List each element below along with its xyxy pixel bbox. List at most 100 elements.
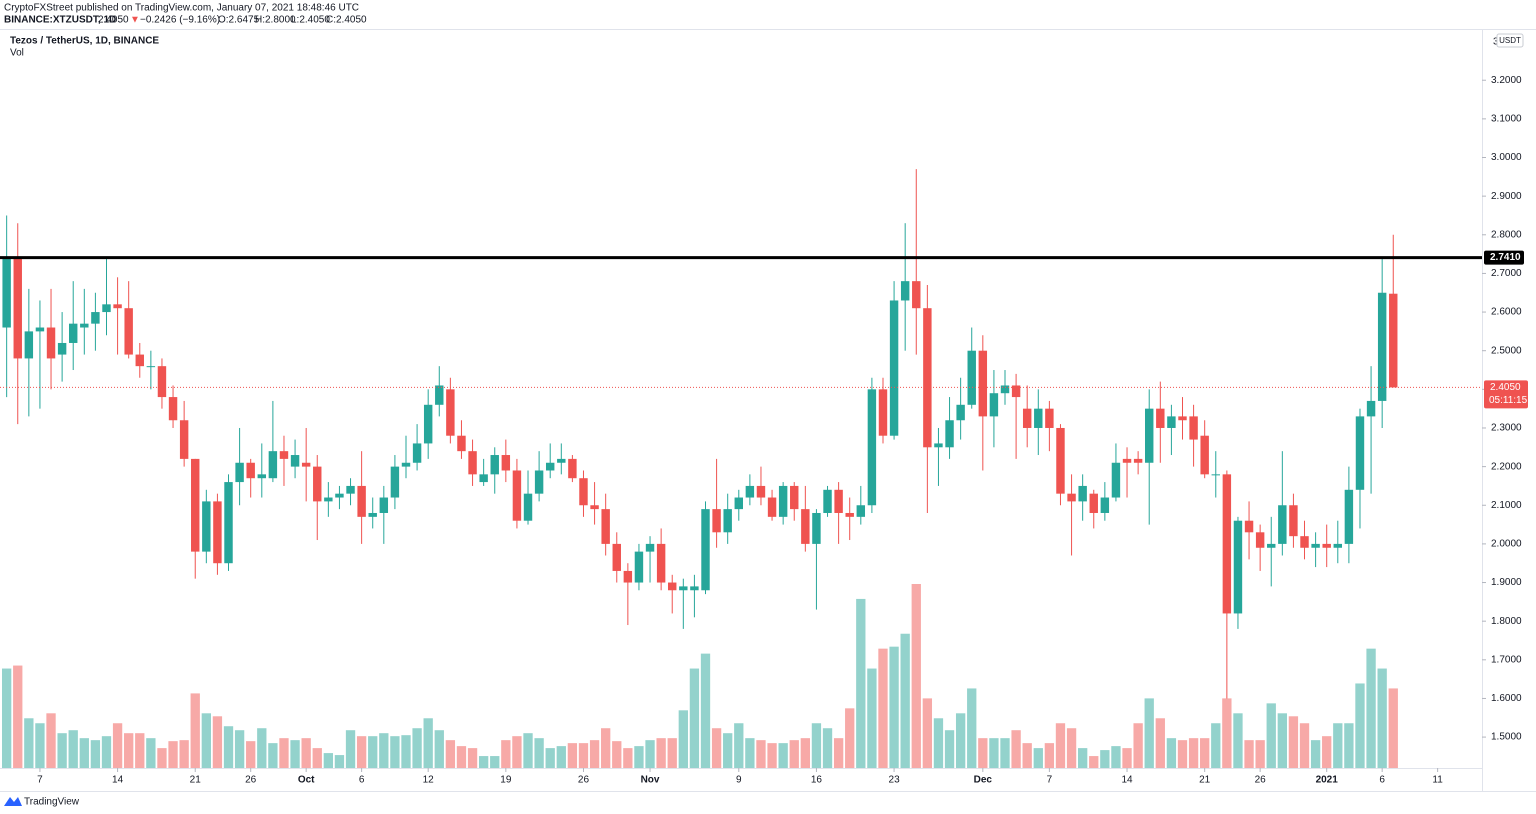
candle-body (124, 308, 133, 355)
candle-body (512, 470, 522, 521)
candle-body (1067, 493, 1076, 502)
candle-body (457, 435, 466, 452)
x-tick-label: 26 (578, 775, 590, 786)
arrow: ▼ (130, 15, 140, 26)
volume-bar (612, 741, 622, 768)
candle-body (523, 493, 533, 521)
volume-bar (1077, 748, 1088, 768)
volume-bar (246, 741, 256, 768)
volume-bar (578, 743, 589, 768)
volume-bar (1066, 728, 1077, 768)
candle-body (1100, 497, 1110, 513)
candle-body (845, 512, 854, 517)
high: H:2.8000 (255, 15, 296, 26)
candle-body (246, 462, 255, 479)
candle-body (357, 485, 366, 517)
candle-body (1333, 543, 1343, 548)
close: C:2.4050 (326, 15, 367, 26)
candle-body (68, 323, 78, 343)
currency-button[interactable] (1496, 33, 1524, 48)
y-tick-label: 1.8000 (1491, 616, 1522, 627)
volume-bar (24, 718, 34, 768)
y-tick-label: 2.1000 (1491, 500, 1522, 511)
volume-bar (512, 736, 522, 768)
volume-bar (1277, 713, 1287, 768)
volume-bar (634, 746, 644, 768)
volume-bar (312, 748, 322, 768)
volume-bar (478, 756, 489, 768)
volume-bar (623, 748, 633, 768)
candle-body (679, 586, 688, 591)
volume-bar (68, 730, 78, 768)
volume-bar (1166, 738, 1177, 768)
volume-bar (456, 746, 467, 768)
candle-body (1222, 474, 1232, 614)
symbol: BINANCE:XTZUSDT, 1D (4, 15, 116, 26)
candle-body (446, 389, 455, 436)
volume-bar (967, 688, 977, 768)
candle-body (934, 443, 943, 448)
volume-bar (1011, 730, 1021, 768)
last-price-bg (1484, 380, 1528, 409)
candle-body (35, 327, 45, 332)
volume-bar (368, 736, 378, 768)
volume-bar (90, 740, 101, 768)
volume-bar (1188, 738, 1199, 768)
candle-body (579, 478, 588, 506)
volume-bar (601, 728, 611, 768)
volume-bar (889, 646, 899, 768)
volume-bar (146, 738, 156, 768)
volume-bar (1133, 723, 1143, 768)
x-tick-label: Dec (974, 775, 993, 786)
x-tick-label: 7 (37, 775, 43, 786)
volume-bar (124, 733, 134, 768)
candle-body (102, 304, 111, 313)
level-label-bg (1484, 250, 1524, 265)
candle-body (24, 331, 34, 359)
volume-bar (57, 733, 67, 768)
candle-body (823, 489, 832, 513)
candle-body (656, 543, 666, 583)
volume-bar (334, 755, 345, 768)
volume-bar (1310, 740, 1321, 768)
candle-body (634, 551, 644, 583)
candle-body (401, 462, 411, 467)
candle-body (734, 497, 743, 510)
level-label: 2.7410 (1490, 252, 1521, 263)
x-tick-label: 9 (736, 775, 742, 786)
candle-body (57, 342, 67, 355)
candle-body (1377, 292, 1387, 401)
volume-bar (212, 716, 223, 768)
x-tick-label: Nov (641, 775, 660, 786)
volume-bar (589, 740, 600, 768)
currency[interactable]: USDT (1499, 36, 1521, 45)
candle-body (390, 466, 400, 498)
x-tick-label: 6 (1379, 775, 1385, 786)
y-tick-label: 2.9000 (1491, 191, 1522, 202)
y-tick-label: 2.8000 (1491, 229, 1522, 240)
volume-bar (1089, 756, 1099, 768)
candle-body (745, 485, 755, 498)
candle-body (490, 455, 499, 475)
volume-bar (501, 740, 511, 768)
publisher-line: CryptoFXStreet published on TradingView.… (4, 3, 359, 14)
candle-body (812, 512, 821, 544)
candle-body (412, 443, 422, 463)
x-tick-label: 6 (359, 775, 365, 786)
candle-body (1133, 458, 1143, 463)
candle-body (834, 489, 843, 513)
volume-bar (46, 713, 56, 768)
candle-body (468, 451, 477, 475)
candle-body (956, 404, 965, 421)
y-tick-label: 2.7000 (1491, 268, 1522, 279)
candle-body (1167, 416, 1176, 428)
candle-body (157, 366, 167, 398)
candle-body (501, 455, 511, 471)
candle-body (335, 493, 344, 498)
change: −0.2426 (−9.16%) (140, 15, 220, 26)
candle-body (1255, 532, 1265, 548)
volume-bar (79, 738, 89, 768)
candle-body (368, 512, 377, 517)
candle-body (900, 281, 910, 301)
